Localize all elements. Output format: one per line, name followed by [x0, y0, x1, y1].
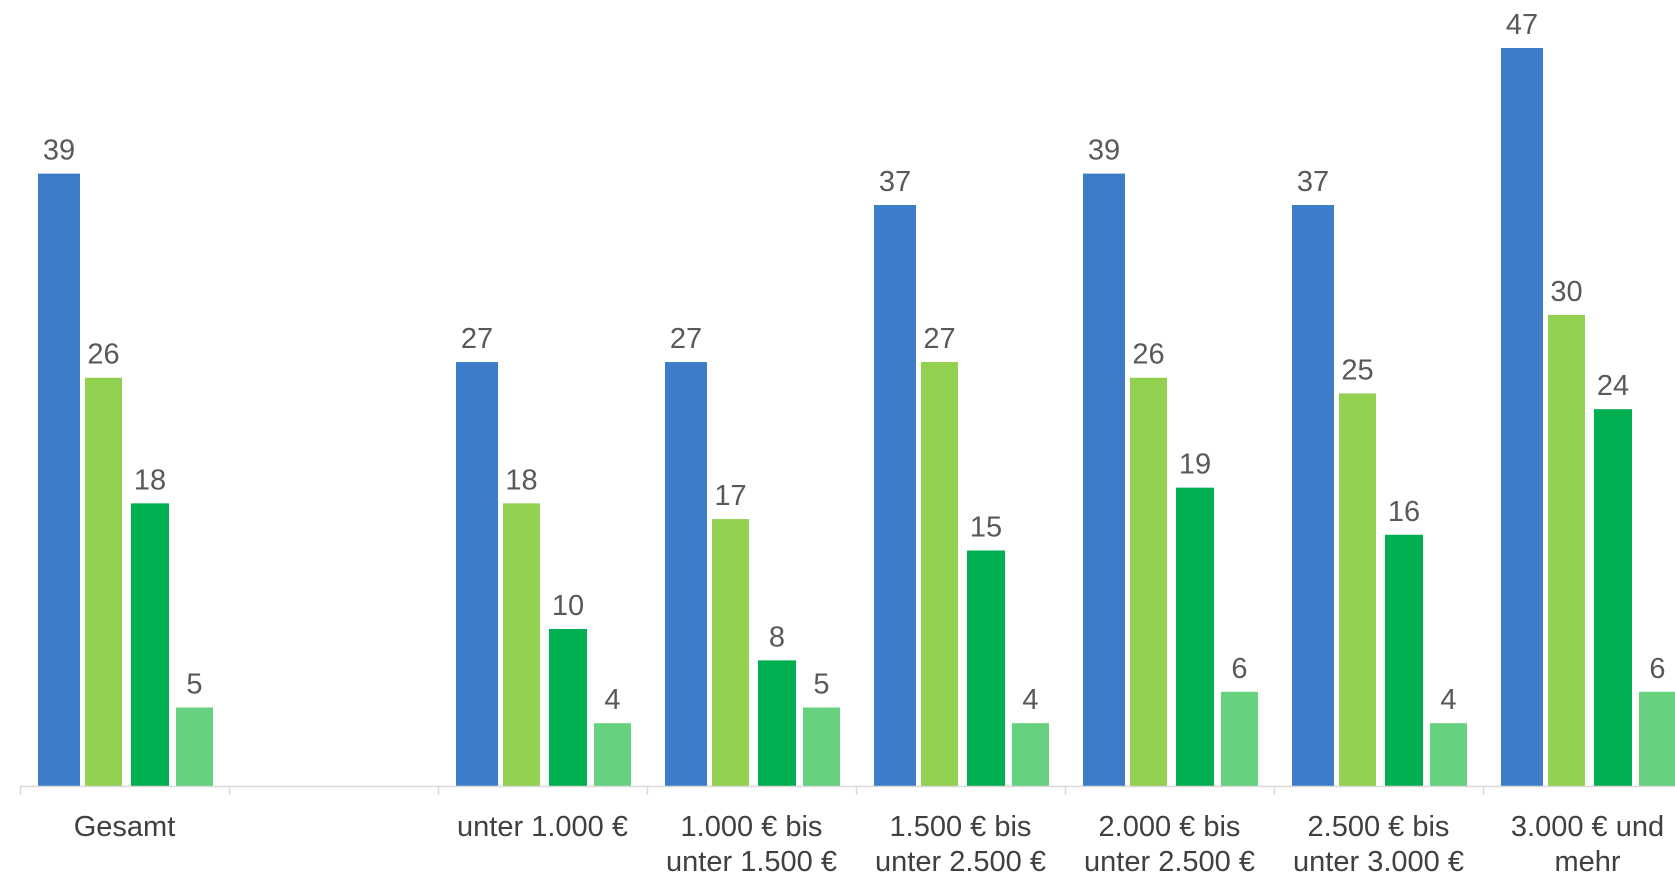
bar [1221, 691, 1258, 786]
bar [758, 660, 796, 786]
bar [1292, 205, 1334, 787]
bar [1083, 173, 1125, 787]
category-label: unter 2.500 € [1084, 846, 1255, 878]
bar-value-label: 4 [1440, 684, 1456, 716]
bar [921, 362, 958, 786]
bar-value-label: 18 [134, 464, 166, 496]
bar [1639, 691, 1675, 786]
bar-value-label: 4 [1022, 684, 1038, 716]
category-label: 2.500 € bis [1308, 811, 1450, 843]
bar-value-label: 8 [769, 621, 785, 653]
bar-value-label: 30 [1550, 276, 1582, 308]
category-label: 1.000 € bis [681, 811, 823, 843]
bar-value-label: 27 [461, 323, 493, 355]
category-label: 2.000 € bis [1099, 811, 1241, 843]
bars-layer [38, 48, 1675, 787]
category-label: unter 1.500 € [666, 846, 837, 878]
bar [1385, 534, 1423, 786]
bar-value-label: 37 [879, 166, 911, 198]
bar [594, 723, 631, 786]
bar-value-label: 18 [505, 464, 537, 496]
bar-value-label: 16 [1388, 496, 1420, 528]
bar [549, 628, 587, 786]
bar [1130, 377, 1167, 786]
bar [874, 205, 916, 787]
bar [38, 173, 80, 787]
bar-value-label: 5 [813, 668, 829, 700]
bar-value-label: 25 [1341, 354, 1373, 386]
bar [1012, 723, 1049, 786]
bar-value-label: 19 [1179, 449, 1211, 481]
bar-value-label: 47 [1506, 9, 1538, 41]
value-labels-layer: 3926185271810427178537271543926196372516… [43, 9, 1666, 716]
bar-value-label: 26 [87, 339, 119, 371]
bar [803, 707, 840, 786]
bar-value-label: 4 [604, 684, 620, 716]
bar-value-label: 39 [43, 135, 75, 167]
category-label: 3.000 € und [1511, 811, 1664, 843]
category-label: unter 2.500 € [875, 846, 1046, 878]
bar [712, 519, 749, 786]
bar-value-label: 15 [970, 511, 1002, 543]
bar [503, 503, 540, 786]
bar [456, 362, 498, 786]
x-axis [19, 785, 1675, 795]
bar [967, 550, 1005, 786]
bar-value-label: 39 [1088, 135, 1120, 167]
bar-value-label: 6 [1231, 653, 1247, 685]
bar-value-label: 6 [1649, 653, 1665, 685]
category-label: unter 3.000 € [1293, 846, 1464, 878]
bar [1594, 409, 1632, 786]
bar-value-label: 10 [552, 590, 584, 622]
category-label: unter 1.000 € [457, 811, 628, 843]
bar [1339, 393, 1376, 786]
bar-value-label: 24 [1597, 370, 1629, 402]
bar [1176, 487, 1214, 786]
bar [131, 503, 169, 786]
category-label: Gesamt [74, 811, 176, 843]
bar [1548, 314, 1585, 786]
bar-value-label: 37 [1297, 166, 1329, 198]
category-label: mehr [1554, 846, 1620, 878]
bar-value-label: 27 [670, 323, 702, 355]
bar-value-label: 27 [923, 323, 955, 355]
bar [665, 362, 707, 786]
bar-value-label: 17 [714, 480, 746, 512]
bar [176, 707, 213, 786]
bar [1430, 723, 1467, 786]
bar [1501, 48, 1543, 786]
category-label: 1.500 € bis [890, 811, 1032, 843]
bar [85, 377, 122, 786]
bar-value-label: 26 [1132, 339, 1164, 371]
bar-value-label: 5 [186, 668, 202, 700]
